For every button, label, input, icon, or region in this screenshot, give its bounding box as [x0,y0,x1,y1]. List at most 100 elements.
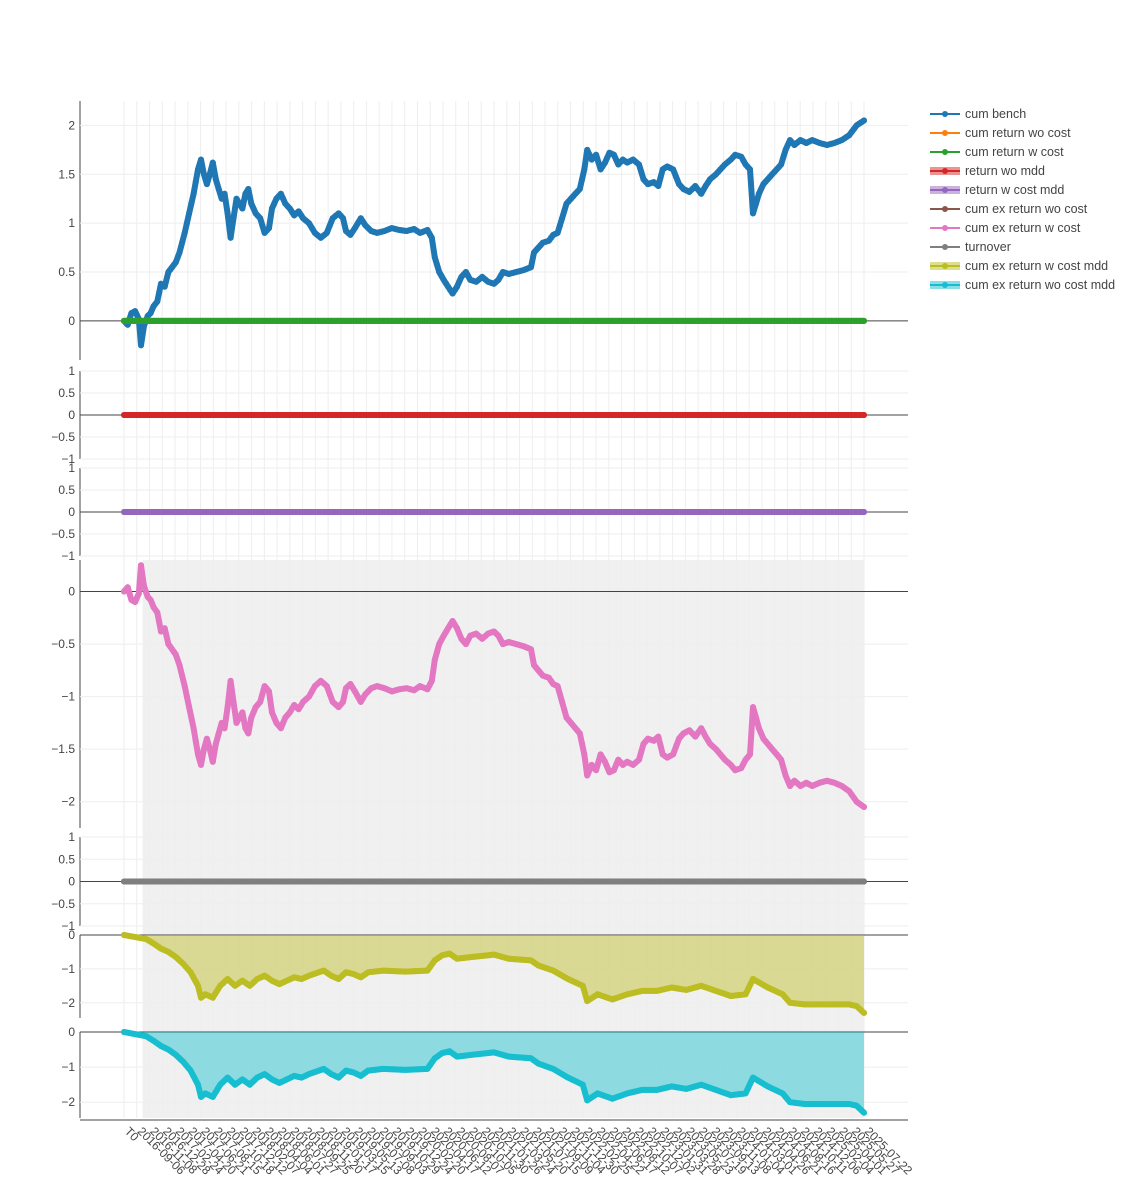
data-point [745,1085,752,1092]
legend-label: return wo mdd [965,164,1045,178]
data-point [266,225,272,232]
legend-label: cum ex return w cost [965,221,1081,235]
data-point [593,767,600,774]
data-point [595,759,602,766]
y-tick-label: −0.5 [51,527,75,541]
data-point [195,751,201,758]
data-point [556,222,563,229]
data-point [747,166,753,173]
data-point [245,186,252,192]
data-point [351,688,358,695]
data-point [636,161,642,168]
legend-marker [942,263,948,269]
legend-item-return-wo-mdd[interactable]: return wo mdd [930,164,1045,178]
data-point [604,764,611,770]
data-point [269,709,275,716]
legend-label: cum return wo cost [965,126,1071,140]
legend-label: cum ex return wo cost mdd [965,278,1115,292]
data-point [309,225,315,232]
legend-marker [942,225,948,231]
data-point [861,1109,867,1116]
data-point [780,154,787,161]
data-point [183,693,190,700]
legend-item-cum-bench[interactable]: cum bench [930,107,1026,121]
gridlines-layer [123,101,865,1118]
data-point [579,740,586,747]
data-point [782,772,789,779]
data-point [188,200,195,207]
y-tick-label: 0 [68,875,75,889]
y-tick-label: −2 [61,1095,75,1109]
data-point [753,200,759,207]
y-tick-label: 0 [68,928,75,942]
data-point [257,698,264,705]
data-point [340,215,346,222]
data-point [554,229,561,236]
data-point [595,159,602,166]
data-point [259,222,266,229]
legend-label: cum return w cost [965,145,1064,159]
data-point [242,725,249,732]
y-tick-label: −2 [61,996,75,1010]
data-point [610,767,617,774]
y-tick-label: −1 [61,919,75,933]
legend-item-return-w-cost-mdd[interactable]: return w cost mdd [930,183,1064,197]
data-point [186,210,193,217]
legend-item-turnover[interactable]: turnover [930,240,1011,254]
data-point [233,719,240,726]
data-point [172,259,179,266]
legend-item-cum-ex-return-w-cost-mdd[interactable]: cum ex return w cost mdd [930,259,1108,273]
data-point [655,733,662,740]
y-tick-label: 0 [68,585,75,599]
data-point [692,733,699,740]
series-cum-return-w-cost [121,317,867,324]
data-point [745,986,752,993]
data-point [206,171,213,178]
data-point [209,758,216,765]
data-point [670,166,677,173]
legend-item-cum-ex-return-wo-cost-mdd[interactable]: cum ex return wo cost mdd [930,278,1115,292]
data-point [747,981,754,988]
data-point [753,714,759,721]
data-point [271,200,278,207]
data-point [224,210,231,217]
legend-label: return w cost mdd [965,183,1064,197]
data-point [242,190,249,197]
data-point [179,239,186,246]
data-point [434,649,440,655]
data-point [195,166,201,173]
y-tick-label: 0.5 [58,483,75,497]
data-point [861,117,867,124]
data-point [192,738,199,745]
data-point [755,190,762,197]
data-point [528,646,534,653]
series-area [124,1032,864,1113]
data-point [584,772,591,779]
data-point [190,973,197,980]
data-point [861,1009,867,1016]
data-point [181,229,188,236]
data-point [215,730,222,737]
panel-ret-w-cost-mdd: −1 −0.5 0 0.5 1 [51,461,908,563]
legend-item-cum-ex-return-w-cost[interactable]: cum ex return w cost [930,221,1081,235]
data-point [581,166,588,173]
data-point [456,630,463,637]
legend-item-cum-ex-return-wo-cost[interactable]: cum ex return wo cost [930,202,1088,216]
data-point [673,173,679,180]
data-point [579,176,586,183]
data-point [758,730,765,737]
data-point [198,761,204,768]
legend-item-cum-return-w-cost[interactable]: cum return w cost [930,145,1064,159]
y-tick-label: −1 [61,690,75,704]
data-point [154,609,161,616]
data-point [138,342,144,349]
data-point [221,190,228,197]
legend-item-cum-return-wo-cost[interactable]: cum return wo cost [930,126,1071,140]
data-point [323,229,330,236]
series-turnover [121,878,867,885]
legend-label: turnover [965,240,1011,254]
y-tick-label: −1 [61,452,75,466]
y-tick-label: 0 [68,1025,75,1039]
legend[interactable]: cum bench cum return wo cost cum return w … [930,107,1115,292]
data-point [227,234,234,241]
